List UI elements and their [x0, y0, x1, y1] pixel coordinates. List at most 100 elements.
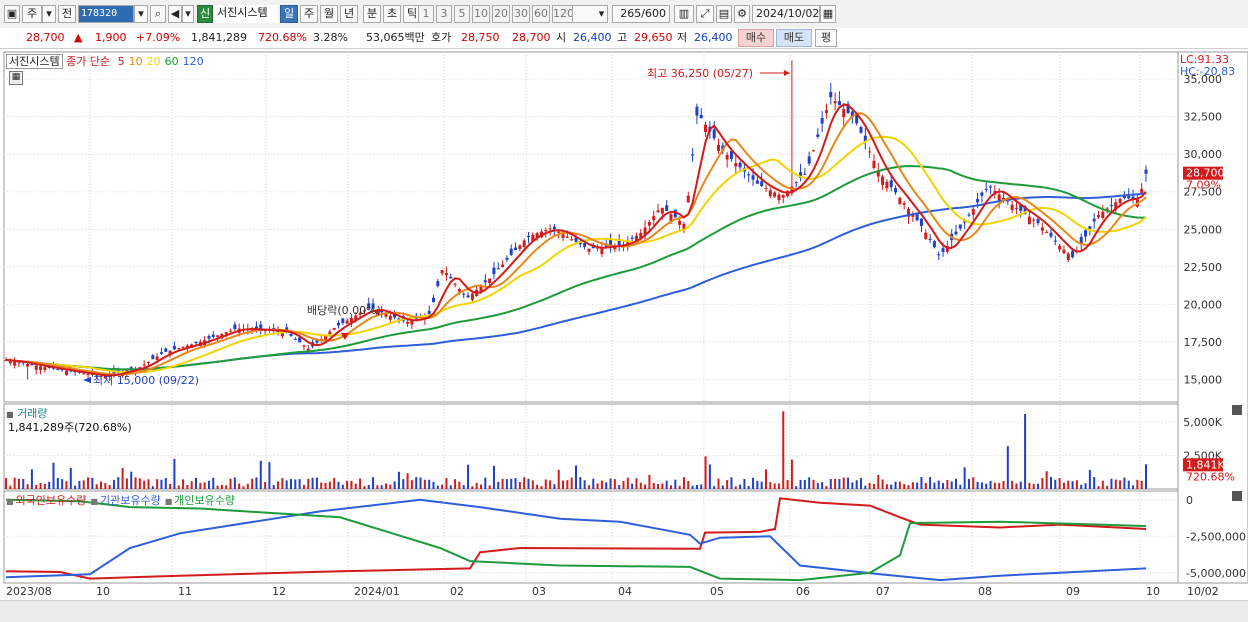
volume-bar	[622, 480, 625, 489]
minute-option-120[interactable]: 120	[552, 5, 574, 23]
volume-bar	[1123, 477, 1126, 489]
volume-bar	[82, 480, 85, 489]
chart-menu-icon[interactable]: ▣	[4, 5, 20, 23]
volume-bar	[471, 486, 474, 489]
eval-button[interactable]: 평	[815, 29, 837, 47]
candle-body	[1062, 249, 1066, 254]
volume-bar	[69, 467, 72, 489]
volume-bar	[65, 481, 68, 489]
candle-body	[898, 197, 902, 204]
market-type-select[interactable]: 주	[22, 5, 42, 23]
volume-bar	[143, 480, 146, 489]
volume-bar	[665, 480, 668, 489]
price-axis-label: 15,000	[1184, 373, 1223, 386]
candle-body	[462, 293, 466, 295]
holdings-legend-1[interactable]: 기관보유수량	[99, 494, 161, 507]
minute-option-20[interactable]: 20	[492, 5, 510, 23]
volume-bar	[1114, 479, 1117, 489]
period-tab-2[interactable]: 월	[320, 5, 338, 23]
calendar-icon[interactable]: ▦	[820, 5, 836, 23]
volume-bar	[156, 479, 159, 489]
date-input[interactable]: 2024/10/02	[752, 5, 820, 23]
volume-bar	[203, 482, 206, 489]
search-icon[interactable]: ⌕	[150, 5, 166, 23]
period-tab-3[interactable]: 년	[340, 5, 358, 23]
buy-button[interactable]: 매수	[738, 29, 774, 47]
holdings-legend-2[interactable]: 개인보유수량	[174, 494, 235, 507]
volume-bar	[475, 482, 478, 489]
volume-bar	[402, 479, 405, 489]
volume-bar	[976, 481, 979, 489]
volume-bar	[484, 477, 487, 489]
price-legend-name[interactable]: 서진시스템	[6, 54, 63, 69]
period-tab-1[interactable]: 주	[300, 5, 318, 23]
volume-bar	[406, 473, 409, 489]
candle-body	[509, 248, 513, 255]
candle-body	[1010, 204, 1014, 211]
volume-bar	[1015, 483, 1018, 489]
save-icon[interactable]: ▤	[716, 5, 732, 23]
volume-bar	[834, 478, 837, 489]
minute-option-5[interactable]: 5	[454, 5, 470, 23]
volume-bar	[523, 477, 526, 489]
volume-bar	[39, 483, 42, 489]
volume-bar	[527, 478, 530, 489]
price-legend: 서진시스템 종가 단순 5 10 20 60 120	[6, 53, 204, 69]
candle-body	[466, 295, 470, 298]
minute-option-3[interactable]: 3	[436, 5, 452, 23]
volume-bar	[1050, 477, 1052, 489]
speaker-icon[interactable]: ◀	[168, 5, 182, 23]
candle-body	[367, 303, 371, 309]
grid-toggle-icon[interactable]: ▦	[9, 71, 23, 85]
holdings-axis-label: 0	[1186, 494, 1193, 507]
candle-body	[1027, 216, 1031, 225]
candle-body	[159, 352, 163, 354]
candle-body	[665, 205, 669, 212]
minute-option-30[interactable]: 30	[512, 5, 530, 23]
speaker-dropdown-icon[interactable]: ▾	[182, 5, 194, 23]
chart-type-icon[interactable]: ▥	[674, 5, 694, 23]
candle-body	[168, 350, 172, 355]
stock-code-input[interactable]: 178320	[78, 5, 134, 23]
volume-bar	[803, 480, 806, 489]
candle-body	[617, 239, 621, 245]
candle-body	[876, 170, 880, 177]
period-tab-5[interactable]: 초	[383, 5, 401, 23]
candle-body	[155, 356, 159, 360]
sell-button[interactable]: 매도	[776, 29, 812, 47]
volume-current-pct-tag: 720.68%	[1186, 470, 1235, 483]
volume-bar	[164, 478, 167, 489]
volume-bar	[639, 482, 642, 489]
period-tab-0[interactable]: 일	[280, 5, 298, 23]
market-type-dropdown-icon[interactable]: ▾	[42, 5, 56, 23]
high-arrow-icon	[783, 70, 790, 76]
volume-legend-title[interactable]: 거래량	[17, 407, 48, 420]
volume-bar	[579, 477, 582, 489]
volume-bar	[829, 478, 832, 489]
candle-body	[194, 341, 198, 344]
period-tab-4[interactable]: 분	[363, 5, 381, 23]
minute-option-60[interactable]: 60	[532, 5, 550, 23]
candle-body	[280, 331, 284, 337]
candle-body	[444, 273, 448, 276]
minute-option-10[interactable]: 10	[472, 5, 490, 23]
candle-body	[855, 115, 859, 124]
gear-icon[interactable]: ⚙	[734, 5, 750, 23]
minute-option-1[interactable]: 1	[418, 5, 434, 23]
candle-body	[902, 203, 906, 205]
candle-body	[660, 207, 664, 214]
candle-body	[678, 220, 682, 225]
candle-body	[777, 194, 781, 201]
minute-dropdown-icon[interactable]: ▾	[596, 5, 608, 23]
volume-bar	[717, 478, 720, 489]
candle-body	[609, 239, 613, 247]
stock-code-dropdown-icon[interactable]: ▾	[134, 5, 148, 23]
candle-body	[812, 150, 815, 152]
period-tab-6[interactable]: 틱	[403, 5, 421, 23]
prev-button[interactable]: 전	[58, 5, 76, 23]
bar-count-field[interactable]: 265/600	[612, 5, 670, 23]
volume-bar	[1028, 482, 1031, 489]
draw-tool-icon[interactable]: ⤢	[696, 5, 714, 23]
holdings-legend-0[interactable]: 외국인보유수량	[15, 494, 87, 507]
